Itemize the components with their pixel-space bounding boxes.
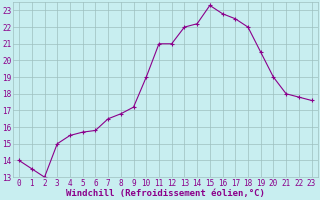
- X-axis label: Windchill (Refroidissement éolien,°C): Windchill (Refroidissement éolien,°C): [66, 189, 265, 198]
